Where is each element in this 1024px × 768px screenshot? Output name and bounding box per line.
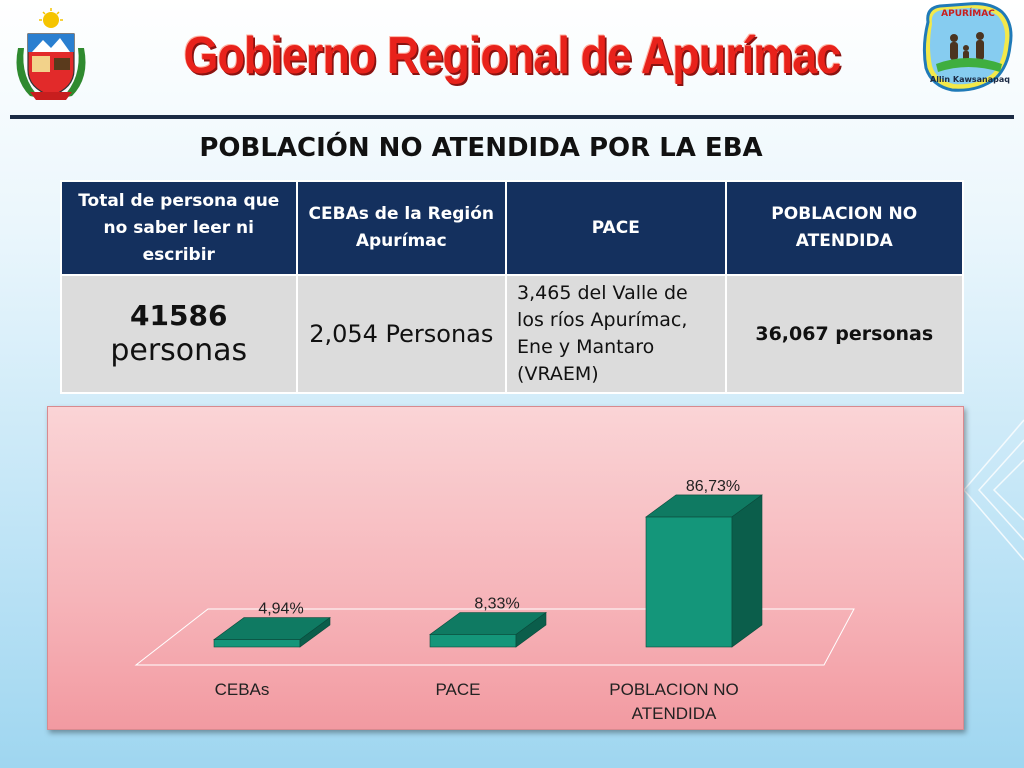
cebas-cell: 2,054 Personas [295,274,508,394]
total-persons-number: 41586 [130,299,228,332]
table-header-cell: POBLACION NO ATENDIDA [724,180,965,276]
chart-floor [134,608,855,666]
bar-front [645,516,733,648]
data-label: 8,33% [474,596,519,613]
table-header-cell: PACE [505,180,727,276]
bar-front [213,639,301,648]
bar-side [515,611,547,648]
chart-panel: 4,94% CEBAs 8,33% PACE 86,73% POBLACION NO ATE… [47,406,964,730]
data-label: 4,94% [258,601,303,618]
table-row: 41586 personas 2,054 Personas 3,465 del … [60,274,965,394]
coat-of-arms-logo [16,8,86,100]
no-atendida-cell: 36,067 personas [724,274,965,394]
table-header-cell: Total de persona que no saber leer ni es… [60,180,298,276]
slide-subtitle: POBLACIÓN NO ATENDIDA POR LA EBA [199,133,763,163]
data-label: 86,73% [686,478,740,495]
header-divider [10,115,1014,119]
logo-right-top-text: APURÍMAC [941,7,995,19]
header-title: Gobierno Regional de Apurímac [183,27,842,85]
table-header-row: Total de persona que no saber leer ni es… [60,180,965,276]
category-label: PACE [435,680,480,699]
bar-chart: 4,94% CEBAs 8,33% PACE 86,73% POBLACION NO ATE… [134,478,855,723]
category-label: ATENDIDA [632,704,717,723]
decorative-lines [963,419,1024,561]
bar-front [429,634,517,648]
bar-side [731,494,763,648]
bar-side [299,616,331,648]
total-persons-unit: personas [110,333,248,368]
logo-right-bottom-text: Allin Kawsanapaq [930,75,1010,84]
table-header-cell: CEBAs de la Región Apurímac [295,180,508,276]
apurimac-map-logo: APURÍMAC Allin Kawsanapaq [922,2,1013,92]
total-persons-cell: 41586 personas [60,274,298,394]
category-label: CEBAs [215,680,270,699]
summary-table: Total de persona que no saber leer ni es… [60,180,965,394]
pace-cell: 3,465 del Valle de los ríos Apurímac, En… [505,274,727,394]
category-label: POBLACION NO [609,680,738,699]
